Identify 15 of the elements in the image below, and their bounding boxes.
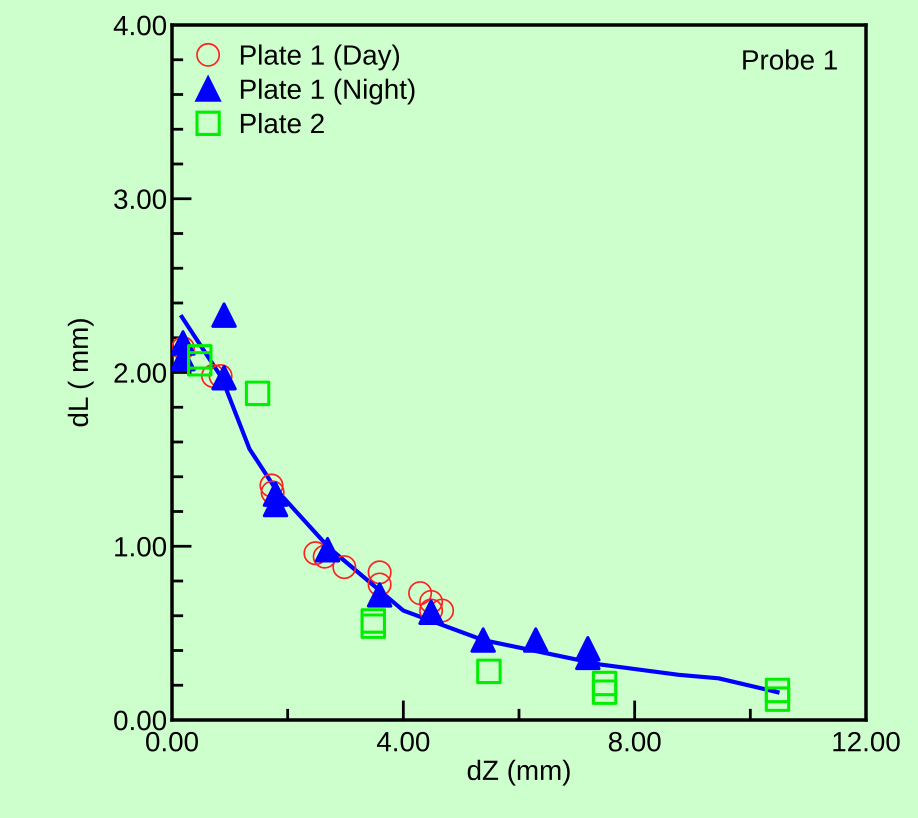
x-tick-label: 4.00	[376, 732, 430, 752]
y-axis-title: dL ( mm)	[68, 319, 94, 426]
annotation: Probe 1	[743, 49, 837, 70]
x-tick-label: 8.00	[608, 732, 661, 752]
legend-label: Plate 2	[240, 112, 324, 134]
x-tick-label: 12.00	[833, 732, 900, 752]
y-tick-label: 1.00	[115, 536, 166, 557]
y-tick-label: 0.00	[114, 710, 166, 730]
y-tick-label: 2.00	[114, 363, 166, 383]
legend-label: Plate 1 (Day)	[240, 44, 400, 70]
y-tick-label: 3.00	[114, 189, 166, 210]
x-tick-label: 0.00	[146, 732, 198, 752]
legend-label: Plate 1 (Night)	[240, 78, 414, 105]
y-tick-label: 4.00	[114, 16, 166, 36]
x-axis-title: dZ (mm)	[468, 760, 570, 786]
